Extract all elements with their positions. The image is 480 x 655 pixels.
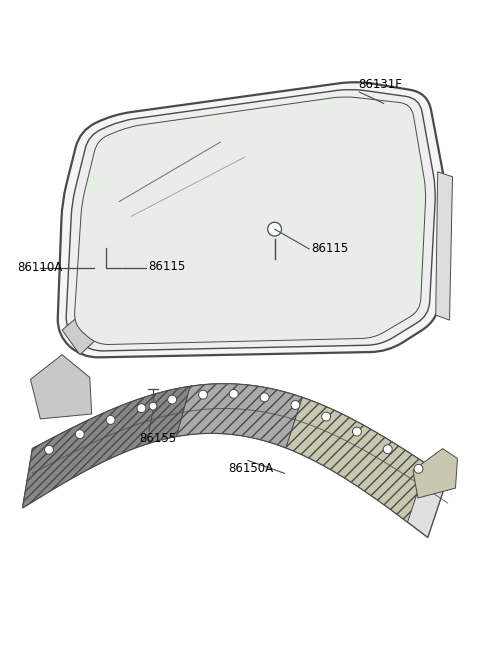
Polygon shape	[413, 449, 457, 498]
Polygon shape	[33, 384, 447, 490]
PathPatch shape	[58, 83, 445, 358]
Circle shape	[260, 393, 269, 402]
Circle shape	[383, 445, 392, 454]
Polygon shape	[30, 354, 92, 419]
Text: 86150A: 86150A	[228, 462, 273, 475]
Circle shape	[291, 401, 300, 409]
Polygon shape	[286, 398, 427, 522]
PathPatch shape	[74, 97, 426, 345]
Text: 86155: 86155	[139, 432, 176, 445]
Circle shape	[322, 412, 331, 421]
Polygon shape	[177, 384, 302, 448]
Circle shape	[106, 415, 115, 424]
Polygon shape	[436, 172, 453, 320]
Polygon shape	[23, 384, 447, 538]
Circle shape	[414, 464, 423, 474]
Circle shape	[352, 427, 361, 436]
Circle shape	[149, 402, 157, 410]
Circle shape	[137, 403, 146, 413]
Circle shape	[45, 445, 53, 454]
Circle shape	[75, 430, 84, 439]
Text: 86115: 86115	[311, 242, 348, 255]
PathPatch shape	[66, 90, 435, 351]
Text: 86131F: 86131F	[359, 79, 403, 91]
Polygon shape	[23, 386, 190, 508]
Circle shape	[199, 390, 207, 399]
Circle shape	[229, 390, 238, 398]
Circle shape	[268, 222, 281, 236]
Text: 86110A: 86110A	[18, 261, 63, 274]
Circle shape	[168, 395, 177, 404]
Polygon shape	[62, 305, 107, 354]
Text: 86115: 86115	[148, 260, 185, 273]
